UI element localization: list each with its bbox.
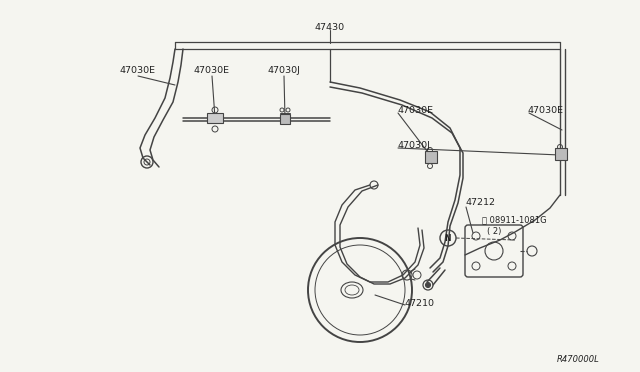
Bar <box>207 113 223 123</box>
Text: ( 2): ( 2) <box>487 227 501 235</box>
Text: 47030E: 47030E <box>398 106 434 115</box>
Bar <box>280 114 290 124</box>
Text: Ⓝ 08911-1081G: Ⓝ 08911-1081G <box>482 215 547 224</box>
Text: 47030E: 47030E <box>194 65 230 74</box>
Text: 47030J: 47030J <box>268 65 300 74</box>
Text: N: N <box>445 234 451 243</box>
Text: R470000L: R470000L <box>557 356 600 365</box>
Text: 47210: 47210 <box>405 298 435 308</box>
Bar <box>555 148 567 160</box>
Text: 47430: 47430 <box>315 22 345 32</box>
Circle shape <box>426 282 431 288</box>
Text: 47212: 47212 <box>466 198 496 206</box>
Text: 47030E: 47030E <box>528 106 564 115</box>
Bar <box>425 151 437 163</box>
Text: 47030J: 47030J <box>398 141 431 150</box>
Text: 47030E: 47030E <box>120 65 156 74</box>
